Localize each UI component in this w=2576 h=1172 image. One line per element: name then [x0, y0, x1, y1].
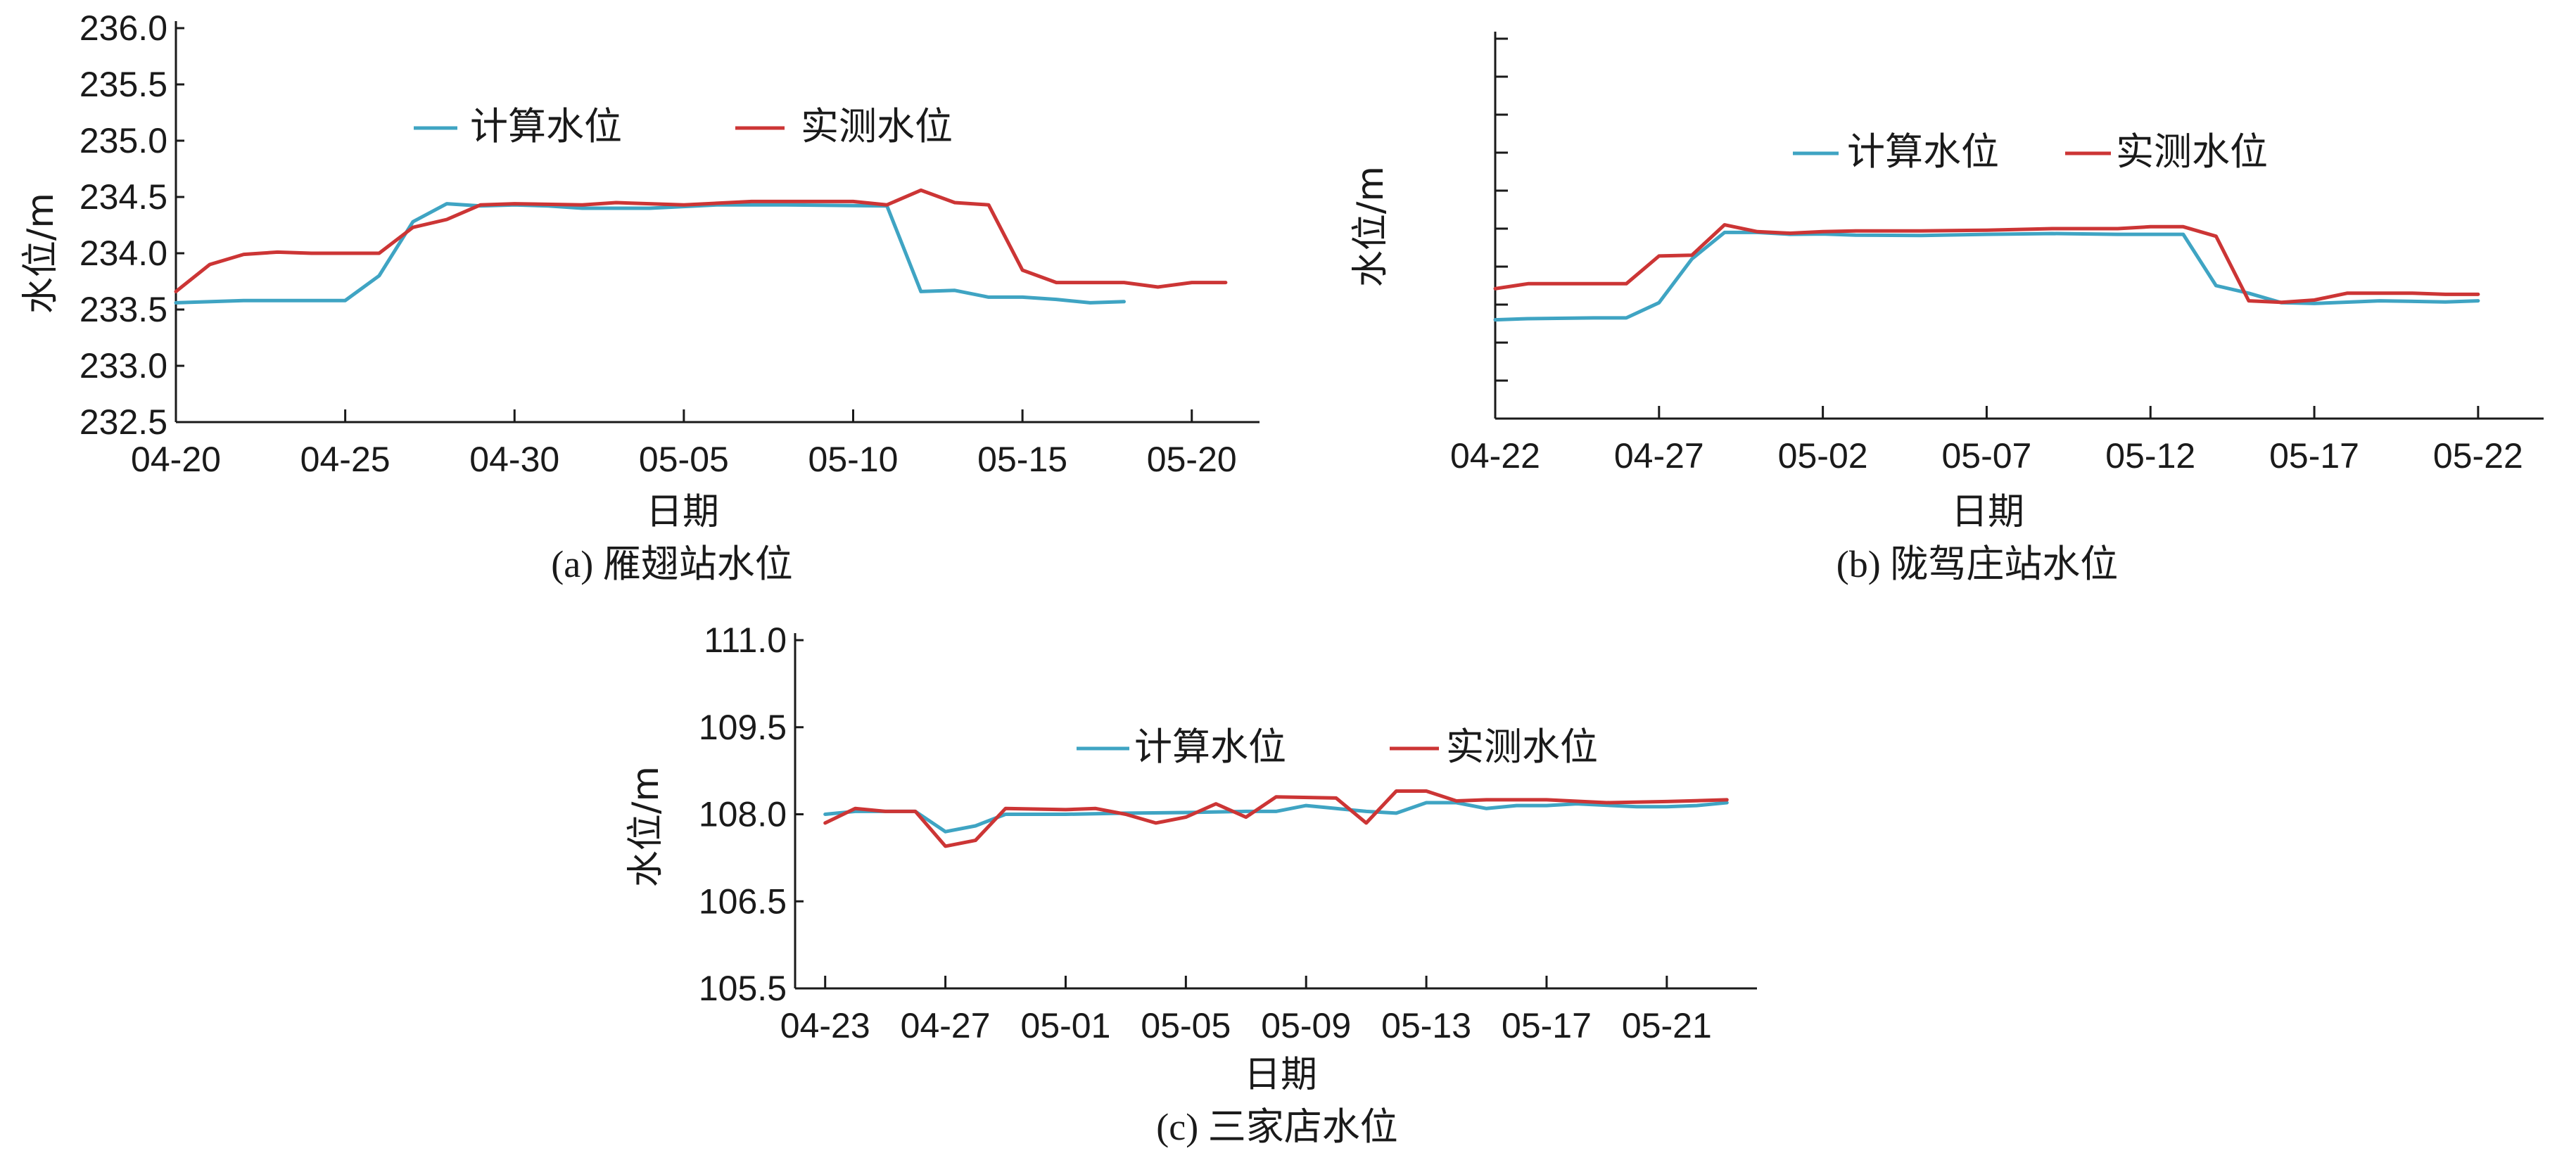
- chart-caption: (b) 陇驾庄站水位: [1836, 543, 2118, 585]
- legend-label: 计算水位: [470, 104, 622, 148]
- x-tick-label: 05-05: [639, 440, 729, 479]
- series-line-calculated: [823, 801, 1729, 834]
- y-tick-label: 108.0: [699, 795, 787, 834]
- x-axis-title: 日期: [646, 491, 719, 533]
- chart-panel: 232.5 233.0 233.5 234.0 234.5 235.0 235.5 236.0…: [20, 8, 1260, 585]
- x-tick-label: 04-30: [469, 440, 559, 479]
- x-tick-label: 04-27: [901, 1006, 991, 1045]
- legend-label: 计算水位: [1847, 129, 1999, 174]
- x-tick-label: 05-20: [1147, 440, 1237, 479]
- x-tick-label: 05-17: [1502, 1006, 1592, 1045]
- x-tick-label: 05-13: [1381, 1006, 1471, 1045]
- x-tick-label: 04-25: [300, 440, 391, 479]
- y-tick-label: 233.0: [80, 346, 167, 386]
- y-tick-label: 235.0: [80, 121, 167, 160]
- x-axis-title: 日期: [1951, 491, 2024, 533]
- y-tick-label: 232.5: [80, 402, 167, 442]
- chart-panels: 232.5 233.0 233.5 234.0 234.5 235.0 235.5 236.0…: [20, 8, 2544, 1148]
- legend-label: 实测水位: [801, 104, 953, 148]
- x-tick-label: 05-05: [1141, 1006, 1231, 1045]
- y-tick-label: 106.5: [699, 881, 787, 921]
- y-tick-label: 111.0: [704, 620, 787, 660]
- legend-label: 计算水位: [1134, 725, 1286, 769]
- y-tick-label: 233.5: [80, 290, 167, 329]
- series-line-measured: [823, 789, 1729, 848]
- chart-panel: 04-22 04-27 05-02 05-07 05-12 05-17 05-22 计算水位 实…: [1350, 32, 2544, 585]
- x-tick-label: 05-22: [2433, 436, 2523, 476]
- x-tick-label: 05-21: [1622, 1006, 1712, 1045]
- x-tick-label: 05-10: [808, 440, 899, 479]
- legend-label: 实测水位: [1446, 725, 1598, 769]
- series-line-measured: [1493, 223, 2480, 305]
- y-axis-title: 水位/m: [1350, 166, 1392, 287]
- legend-label: 实测水位: [2116, 129, 2268, 174]
- x-tick-label: 04-27: [1614, 436, 1704, 476]
- y-axis-title: 水位/m: [625, 766, 667, 887]
- x-tick-label: 05-12: [2105, 436, 2195, 476]
- chart-caption: (c) 三家店水位: [1156, 1106, 1397, 1148]
- y-axis-title: 水位/m: [20, 193, 62, 314]
- x-tick-label: 05-02: [1778, 436, 1868, 476]
- y-tick-label: 234.5: [80, 177, 167, 217]
- x-tick-label: 05-07: [1941, 436, 2031, 476]
- x-axis-title: 日期: [1244, 1054, 1317, 1096]
- x-tick-label: 04-22: [1450, 436, 1540, 476]
- y-tick-label: 236.0: [80, 8, 167, 48]
- x-tick-label: 04-23: [780, 1006, 870, 1045]
- chart-caption: (a) 雁翅站水位: [551, 543, 792, 585]
- series-line-measured: [174, 188, 1228, 293]
- y-tick-label: 235.5: [80, 65, 167, 104]
- x-tick-label: 05-15: [977, 440, 1067, 479]
- y-tick-label: 234.0: [80, 234, 167, 273]
- x-tick-label: 05-01: [1021, 1006, 1111, 1045]
- x-tick-label: 05-09: [1261, 1006, 1351, 1045]
- y-tick-label: 105.5: [699, 969, 787, 1008]
- chart-panel: 105.5 106.5 108.0 109.5 111.0 04-23 04-27 05-01…: [625, 620, 1757, 1148]
- x-tick-label: 05-17: [2269, 436, 2359, 476]
- y-tick-label: 109.5: [699, 708, 787, 747]
- series-line-calculated: [174, 202, 1126, 305]
- x-tick-label: 04-20: [131, 440, 221, 479]
